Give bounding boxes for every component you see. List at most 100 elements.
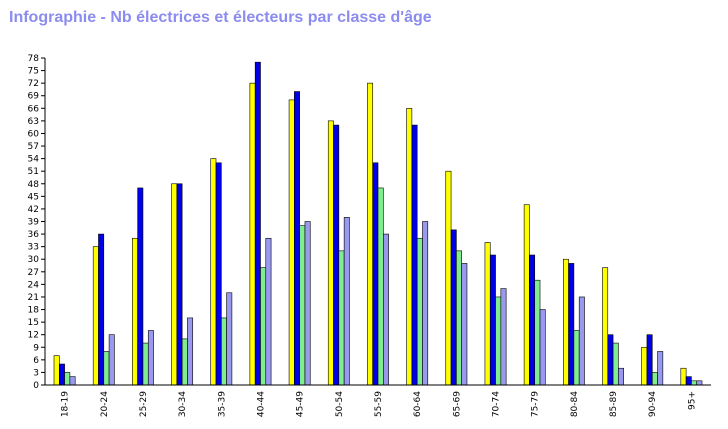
y-tick-label: 6 xyxy=(33,356,39,366)
bar-25-29-series-4 xyxy=(147,330,154,386)
x-tick-label: 25-29 xyxy=(139,391,149,417)
bar-50-54-series-4 xyxy=(343,217,350,386)
y-tick-label: 15 xyxy=(28,318,39,328)
y-tick-label: 51 xyxy=(28,167,39,177)
x-tick-label: 20-24 xyxy=(100,391,110,417)
bar-70-74-series-2 xyxy=(489,254,496,386)
y-tick-label: 24 xyxy=(28,280,40,290)
bar-40-44-series-2 xyxy=(254,61,261,386)
x-tick-label: 50-54 xyxy=(335,391,345,417)
bar-20-24-series-4 xyxy=(108,334,115,386)
y-tick-label: 54 xyxy=(28,155,40,165)
bar-55-59-series-2 xyxy=(372,162,379,386)
bar-65-69-series-3 xyxy=(456,250,462,386)
bar-35-39-series-2 xyxy=(215,162,222,386)
bar-40-44-series-4 xyxy=(265,237,272,386)
bar-20-24-series-3 xyxy=(103,351,110,386)
bar-55-59-series-1 xyxy=(367,82,374,386)
y-tick-label: 12 xyxy=(28,331,39,341)
bar-45-49-series-1 xyxy=(288,99,295,386)
y-tick-label: 21 xyxy=(28,293,39,303)
bar-65-69-series-1 xyxy=(445,170,452,386)
bar-60-64-series-4 xyxy=(422,221,429,386)
bar-90-94-series-3 xyxy=(651,372,658,386)
x-tick-label: 90-94 xyxy=(648,391,658,417)
bar-35-39-series-3 xyxy=(221,317,227,386)
bar-45-49-series-3 xyxy=(299,225,306,386)
bar-40-44-series-1 xyxy=(249,82,256,386)
bar-45-49-series-2 xyxy=(294,91,300,386)
bar-60-64-series-2 xyxy=(411,124,418,386)
bar-70-74-series-1 xyxy=(484,242,491,386)
x-axis-ticks: 18-19 20-24 25-29 30-34 35-39 40-44 45-49 50-54… xyxy=(61,391,698,417)
x-tick-label: 75-79 xyxy=(531,391,541,417)
bar-85-89-series-4 xyxy=(618,367,624,386)
x-tick-label: 45-49 xyxy=(296,391,306,417)
bar-55-59-series-4 xyxy=(383,233,389,386)
y-axis-ticks: 0369121518212427303336394245485154576063… xyxy=(28,54,45,391)
bar-75-79-series-1 xyxy=(523,204,530,386)
bar-18-19-series-4 xyxy=(69,376,76,386)
bar-30-34-series-4 xyxy=(187,317,194,386)
bar-75-79-series-3 xyxy=(534,279,541,386)
bar-50-54-series-3 xyxy=(338,250,345,386)
y-tick-label: 78 xyxy=(28,54,40,64)
bar-90-94-series-1 xyxy=(641,346,648,386)
y-tick-label: 57 xyxy=(28,142,39,152)
x-tick-label: 18-19 xyxy=(61,391,71,417)
bar-80-84-series-3 xyxy=(573,330,580,386)
bar-30-34-series-3 xyxy=(181,338,188,386)
bar-20-24-series-1 xyxy=(92,246,99,386)
bar-70-74-series-3 xyxy=(495,296,502,386)
chart-title: Infographie - Nb électrices et électeurs… xyxy=(9,9,432,26)
bar-18-19-series-2 xyxy=(58,363,65,386)
bar-95+-series-1 xyxy=(680,367,687,386)
x-tick-label: 55-59 xyxy=(374,391,384,417)
bar-80-84-series-1 xyxy=(562,258,569,386)
y-tick-label: 39 xyxy=(28,218,40,228)
bar-40-44-series-3 xyxy=(260,267,267,386)
x-tick-label: 85-89 xyxy=(609,391,619,417)
x-tick-label: 70-74 xyxy=(492,391,502,417)
bar-35-39-series-1 xyxy=(210,158,217,386)
bar-30-34-series-2 xyxy=(176,183,183,386)
bar-55-59-series-3 xyxy=(377,187,384,386)
y-tick-label: 60 xyxy=(28,129,40,139)
bar-20-24-series-2 xyxy=(98,233,105,386)
y-tick-label: 18 xyxy=(28,306,40,316)
bar-80-84-series-4 xyxy=(578,296,585,386)
x-tick-label: 30-34 xyxy=(178,391,188,417)
bar-95+-series-3 xyxy=(691,380,698,386)
x-tick-label: 80-84 xyxy=(570,391,580,417)
y-tick-label: 9 xyxy=(33,343,39,353)
y-tick-label: 66 xyxy=(28,104,40,114)
bar-85-89-series-3 xyxy=(612,342,619,386)
y-tick-label: 72 xyxy=(28,79,39,89)
bar-60-64-series-1 xyxy=(406,108,413,386)
bar-85-89-series-1 xyxy=(602,267,609,386)
bar-50-54-series-2 xyxy=(333,124,340,386)
bar-65-69-series-4 xyxy=(461,263,468,386)
bar-45-49-series-4 xyxy=(304,221,311,386)
y-tick-label: 27 xyxy=(28,268,39,278)
x-tick-label: 35-39 xyxy=(217,391,227,417)
bar-30-34-series-1 xyxy=(171,183,178,386)
y-tick-label: 30 xyxy=(28,255,40,265)
y-tick-label: 3 xyxy=(33,368,39,378)
bar-95+-series-2 xyxy=(685,376,692,386)
x-tick-label: 40-44 xyxy=(256,391,266,417)
bar-90-94-series-2 xyxy=(646,334,653,386)
y-tick-label: 42 xyxy=(28,205,39,215)
x-tick-label: 95+ xyxy=(687,391,697,410)
bar-85-89-series-2 xyxy=(607,334,614,386)
y-tick-label: 45 xyxy=(28,192,39,202)
bar-25-29-series-2 xyxy=(137,187,144,386)
bar-25-29-series-1 xyxy=(132,237,138,386)
bar-75-79-series-4 xyxy=(539,309,546,386)
bar-75-79-series-2 xyxy=(529,254,536,386)
bars xyxy=(53,61,703,386)
y-tick-label: 63 xyxy=(28,117,39,127)
bar-90-94-series-4 xyxy=(657,351,664,386)
y-tick-label: 33 xyxy=(28,243,39,253)
